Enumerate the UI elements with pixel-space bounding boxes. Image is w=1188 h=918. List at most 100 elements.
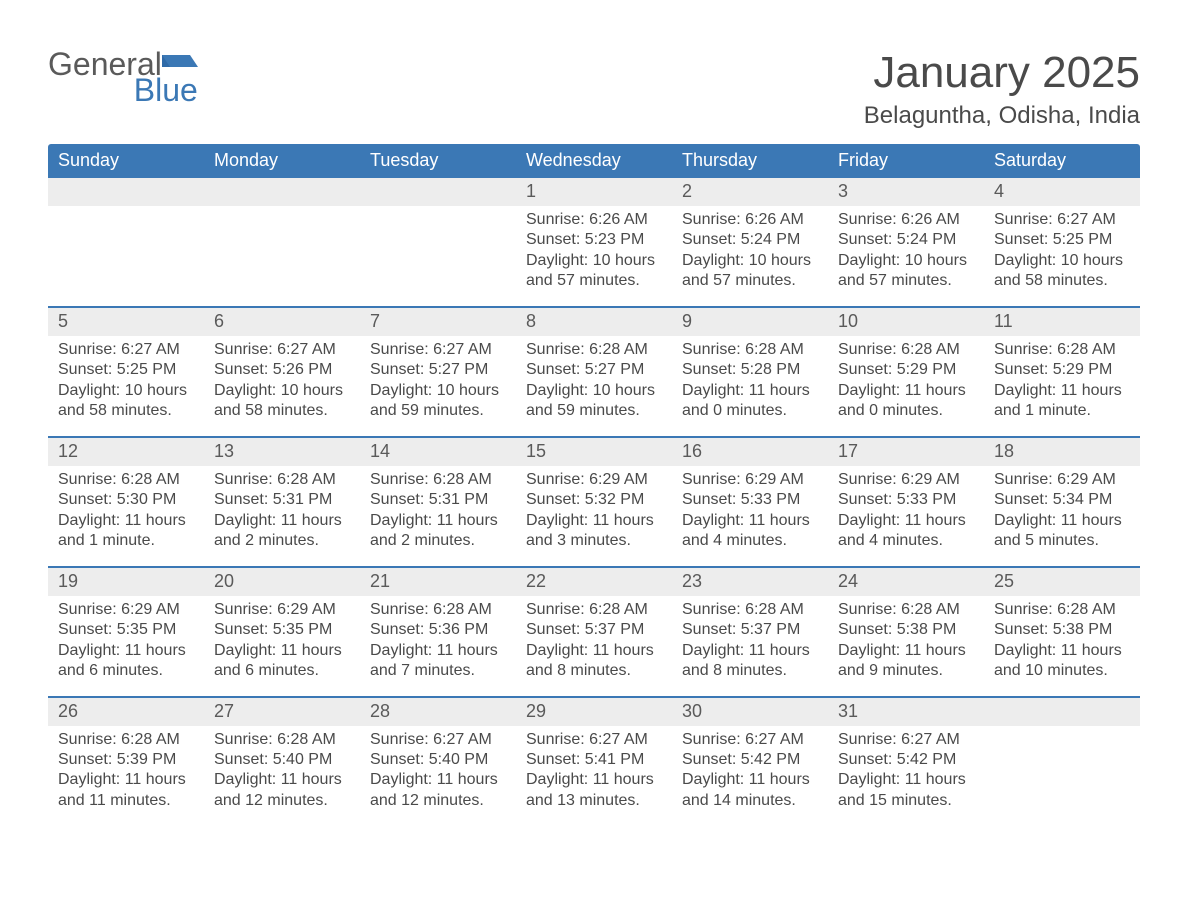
day-cell: 7Sunrise: 6:27 AMSunset: 5:27 PMDaylight… bbox=[360, 308, 516, 436]
day-body: Sunrise: 6:27 AMSunset: 5:41 PMDaylight:… bbox=[516, 726, 672, 812]
day-number: 10 bbox=[828, 308, 984, 336]
day-body: Sunrise: 6:29 AMSunset: 5:33 PMDaylight:… bbox=[828, 466, 984, 552]
daylight-line: Daylight: 10 hours and 59 minutes. bbox=[526, 381, 662, 422]
day-cell: 31Sunrise: 6:27 AMSunset: 5:42 PMDayligh… bbox=[828, 698, 984, 826]
day-body: Sunrise: 6:28 AMSunset: 5:37 PMDaylight:… bbox=[672, 596, 828, 682]
daylight-line: Daylight: 11 hours and 15 minutes. bbox=[838, 770, 974, 811]
dow-cell: Saturday bbox=[984, 144, 1140, 178]
daylight-line: Daylight: 11 hours and 2 minutes. bbox=[214, 511, 350, 552]
dow-cell: Tuesday bbox=[360, 144, 516, 178]
month-title: January 2025 bbox=[864, 48, 1140, 98]
daylight-line: Daylight: 10 hours and 57 minutes. bbox=[838, 251, 974, 292]
daylight-line: Daylight: 11 hours and 10 minutes. bbox=[994, 641, 1130, 682]
day-cell bbox=[204, 178, 360, 306]
week-row: 12Sunrise: 6:28 AMSunset: 5:30 PMDayligh… bbox=[48, 436, 1140, 566]
day-body: Sunrise: 6:28 AMSunset: 5:30 PMDaylight:… bbox=[48, 466, 204, 552]
day-cell: 3Sunrise: 6:26 AMSunset: 5:24 PMDaylight… bbox=[828, 178, 984, 306]
sunset-line: Sunset: 5:35 PM bbox=[214, 620, 350, 640]
daylight-line: Daylight: 11 hours and 12 minutes. bbox=[214, 770, 350, 811]
daylight-line: Daylight: 10 hours and 58 minutes. bbox=[58, 381, 194, 422]
sunset-line: Sunset: 5:25 PM bbox=[994, 230, 1130, 250]
sunset-line: Sunset: 5:40 PM bbox=[214, 750, 350, 770]
sunrise-line: Sunrise: 6:29 AM bbox=[994, 470, 1130, 490]
day-cell: 12Sunrise: 6:28 AMSunset: 5:30 PMDayligh… bbox=[48, 438, 204, 566]
day-body: Sunrise: 6:28 AMSunset: 5:38 PMDaylight:… bbox=[984, 596, 1140, 682]
sunset-line: Sunset: 5:27 PM bbox=[370, 360, 506, 380]
weeks-container: 1Sunrise: 6:26 AMSunset: 5:23 PMDaylight… bbox=[48, 178, 1140, 825]
day-number: 16 bbox=[672, 438, 828, 466]
day-body: Sunrise: 6:26 AMSunset: 5:24 PMDaylight:… bbox=[828, 206, 984, 292]
day-number: 21 bbox=[360, 568, 516, 596]
day-number: 5 bbox=[48, 308, 204, 336]
day-number: 30 bbox=[672, 698, 828, 726]
day-cell bbox=[360, 178, 516, 306]
day-cell: 28Sunrise: 6:27 AMSunset: 5:40 PMDayligh… bbox=[360, 698, 516, 826]
day-number: 2 bbox=[672, 178, 828, 206]
week-row: 5Sunrise: 6:27 AMSunset: 5:25 PMDaylight… bbox=[48, 306, 1140, 436]
sunset-line: Sunset: 5:26 PM bbox=[214, 360, 350, 380]
sunrise-line: Sunrise: 6:28 AM bbox=[58, 470, 194, 490]
sunset-line: Sunset: 5:25 PM bbox=[58, 360, 194, 380]
sunrise-line: Sunrise: 6:27 AM bbox=[838, 730, 974, 750]
day-cell: 5Sunrise: 6:27 AMSunset: 5:25 PMDaylight… bbox=[48, 308, 204, 436]
day-number: 23 bbox=[672, 568, 828, 596]
sunrise-line: Sunrise: 6:28 AM bbox=[526, 340, 662, 360]
sunrise-line: Sunrise: 6:29 AM bbox=[214, 600, 350, 620]
day-cell: 9Sunrise: 6:28 AMSunset: 5:28 PMDaylight… bbox=[672, 308, 828, 436]
day-cell: 1Sunrise: 6:26 AMSunset: 5:23 PMDaylight… bbox=[516, 178, 672, 306]
daylight-line: Daylight: 10 hours and 57 minutes. bbox=[526, 251, 662, 292]
sunrise-line: Sunrise: 6:26 AM bbox=[682, 210, 818, 230]
day-number: 14 bbox=[360, 438, 516, 466]
day-cell: 15Sunrise: 6:29 AMSunset: 5:32 PMDayligh… bbox=[516, 438, 672, 566]
day-number: 26 bbox=[48, 698, 204, 726]
daylight-line: Daylight: 10 hours and 57 minutes. bbox=[682, 251, 818, 292]
page: General Blue January 2025 Belaguntha, Od… bbox=[0, 0, 1188, 865]
daylight-line: Daylight: 11 hours and 2 minutes. bbox=[370, 511, 506, 552]
sunrise-line: Sunrise: 6:26 AM bbox=[526, 210, 662, 230]
sunrise-line: Sunrise: 6:28 AM bbox=[682, 600, 818, 620]
daylight-line: Daylight: 11 hours and 8 minutes. bbox=[526, 641, 662, 682]
day-of-week-header: SundayMondayTuesdayWednesdayThursdayFrid… bbox=[48, 144, 1140, 178]
sunset-line: Sunset: 5:38 PM bbox=[994, 620, 1130, 640]
day-body: Sunrise: 6:27 AMSunset: 5:42 PMDaylight:… bbox=[828, 726, 984, 812]
sunrise-line: Sunrise: 6:28 AM bbox=[682, 340, 818, 360]
day-cell: 13Sunrise: 6:28 AMSunset: 5:31 PMDayligh… bbox=[204, 438, 360, 566]
location: Belaguntha, Odisha, India bbox=[864, 102, 1140, 130]
day-number bbox=[48, 178, 204, 206]
week-row: 26Sunrise: 6:28 AMSunset: 5:39 PMDayligh… bbox=[48, 696, 1140, 826]
day-body: Sunrise: 6:26 AMSunset: 5:24 PMDaylight:… bbox=[672, 206, 828, 292]
day-number: 19 bbox=[48, 568, 204, 596]
dow-cell: Thursday bbox=[672, 144, 828, 178]
daylight-line: Daylight: 11 hours and 13 minutes. bbox=[526, 770, 662, 811]
day-number: 24 bbox=[828, 568, 984, 596]
day-cell: 10Sunrise: 6:28 AMSunset: 5:29 PMDayligh… bbox=[828, 308, 984, 436]
day-number: 7 bbox=[360, 308, 516, 336]
day-body: Sunrise: 6:29 AMSunset: 5:33 PMDaylight:… bbox=[672, 466, 828, 552]
sunset-line: Sunset: 5:38 PM bbox=[838, 620, 974, 640]
day-body: Sunrise: 6:28 AMSunset: 5:38 PMDaylight:… bbox=[828, 596, 984, 682]
header: General Blue January 2025 Belaguntha, Od… bbox=[48, 48, 1140, 130]
day-cell: 17Sunrise: 6:29 AMSunset: 5:33 PMDayligh… bbox=[828, 438, 984, 566]
sunrise-line: Sunrise: 6:29 AM bbox=[526, 470, 662, 490]
day-cell: 29Sunrise: 6:27 AMSunset: 5:41 PMDayligh… bbox=[516, 698, 672, 826]
day-cell: 24Sunrise: 6:28 AMSunset: 5:38 PMDayligh… bbox=[828, 568, 984, 696]
day-body: Sunrise: 6:27 AMSunset: 5:42 PMDaylight:… bbox=[672, 726, 828, 812]
day-cell: 20Sunrise: 6:29 AMSunset: 5:35 PMDayligh… bbox=[204, 568, 360, 696]
day-body: Sunrise: 6:28 AMSunset: 5:36 PMDaylight:… bbox=[360, 596, 516, 682]
day-cell: 8Sunrise: 6:28 AMSunset: 5:27 PMDaylight… bbox=[516, 308, 672, 436]
sunrise-line: Sunrise: 6:28 AM bbox=[214, 730, 350, 750]
daylight-line: Daylight: 11 hours and 6 minutes. bbox=[58, 641, 194, 682]
day-number: 8 bbox=[516, 308, 672, 336]
daylight-line: Daylight: 11 hours and 12 minutes. bbox=[370, 770, 506, 811]
daylight-line: Daylight: 11 hours and 1 minute. bbox=[58, 511, 194, 552]
sunrise-line: Sunrise: 6:27 AM bbox=[370, 340, 506, 360]
day-body: Sunrise: 6:26 AMSunset: 5:23 PMDaylight:… bbox=[516, 206, 672, 292]
dow-cell: Friday bbox=[828, 144, 984, 178]
sunset-line: Sunset: 5:24 PM bbox=[838, 230, 974, 250]
day-number: 11 bbox=[984, 308, 1140, 336]
sunrise-line: Sunrise: 6:28 AM bbox=[58, 730, 194, 750]
day-cell bbox=[48, 178, 204, 306]
day-number bbox=[984, 698, 1140, 726]
day-body: Sunrise: 6:28 AMSunset: 5:31 PMDaylight:… bbox=[360, 466, 516, 552]
calendar: SundayMondayTuesdayWednesdayThursdayFrid… bbox=[48, 144, 1140, 825]
